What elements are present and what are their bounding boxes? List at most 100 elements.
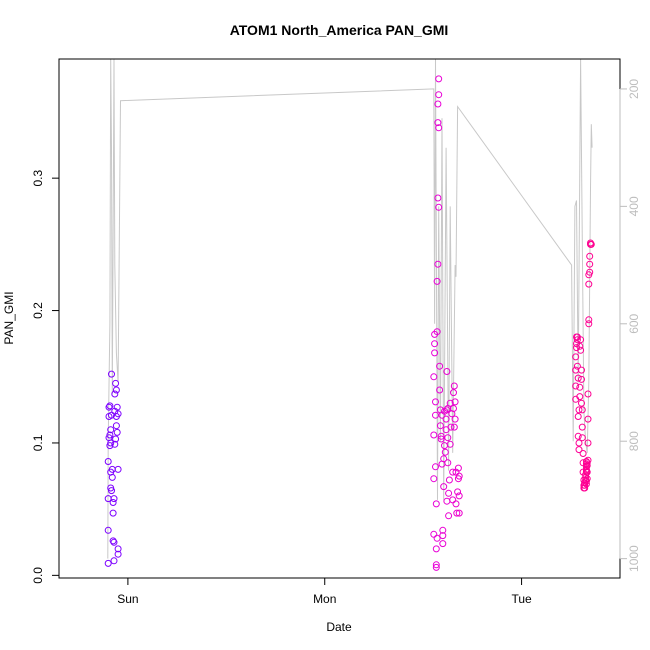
data-point [112,435,120,443]
data-point [582,460,590,468]
data-point [576,383,584,391]
data-point [445,476,453,484]
data-point [586,268,594,276]
data-point [444,434,452,442]
y-axis-label: PAN_GMI [2,291,16,344]
data-point [432,500,440,508]
data-point [434,119,442,127]
data-point [444,459,452,467]
data-point [104,458,112,465]
data-point [575,439,583,447]
data-point [450,382,458,390]
data-point [587,239,594,247]
data-point [433,328,441,336]
x-axis: Sun Mon Tue [117,577,532,606]
data-point [114,545,122,553]
data-point [573,336,581,344]
data-point [577,346,585,354]
data-point [583,475,591,483]
data-point [578,434,586,442]
y-tick-label: 0.1 [31,434,45,451]
data-point [109,499,117,506]
data-points-layer [104,75,595,571]
data-point [432,463,439,471]
data-point [106,431,114,439]
data-point [112,386,120,394]
data-point [440,483,448,491]
data-point [440,455,448,463]
data-point [111,390,119,398]
data-point [445,512,453,520]
data-point [454,488,462,496]
data-point [432,563,440,571]
data-point [581,481,589,489]
x-tick-label: Mon [313,592,336,606]
data-point [439,540,447,548]
data-point [113,403,121,411]
data-point [582,476,590,484]
x-axis-label: Date [326,620,352,634]
data-point [437,435,445,443]
data-point [109,509,117,517]
data-point [582,467,590,475]
data-point [455,509,463,517]
data-point [586,252,594,260]
data-point [432,545,440,553]
right-tick-label: 800 [627,431,641,451]
profile-line-layer [107,59,593,559]
data-point [431,349,439,357]
data-point [583,468,591,476]
data-point [437,432,445,440]
data-point [579,450,587,457]
data-point [572,382,580,390]
data-point [447,423,455,431]
data-point [435,91,443,99]
data-point [577,336,585,344]
data-point [104,526,112,534]
data-point [439,526,447,534]
data-point [455,492,463,500]
data-point [110,538,118,546]
y-tick-label: 0.2 [31,302,45,319]
data-point [443,368,451,375]
data-point [110,557,118,565]
data-point [587,240,595,248]
data-point [107,426,115,434]
data-point [430,373,438,381]
data-point [578,406,586,414]
data-point [581,484,589,492]
data-point [434,100,442,108]
data-point [576,393,584,401]
data-point [450,389,457,397]
data-point [114,550,122,558]
data-point [576,342,584,350]
data-point [431,340,439,348]
data-point [453,509,461,517]
plot-frame [58,58,621,579]
data-point [433,534,441,542]
data-point [434,194,442,202]
data-point [449,496,457,504]
data-point [112,379,120,387]
data-point [583,462,591,469]
chart-title: ATOM1 North_America PAN_GMI [230,22,449,38]
data-point [109,537,117,545]
right-axis: 200 400 600 800 1000 [619,79,641,572]
data-point [584,415,592,423]
data-point [584,439,592,447]
data-point [443,406,451,414]
data-point [584,390,592,398]
data-point [436,362,444,370]
data-point [443,497,451,505]
data-point [582,463,590,471]
data-point [582,480,590,488]
profile-line [107,59,593,559]
y-tick-label: 0.0 [31,567,45,584]
data-point [574,374,582,382]
data-point [578,399,585,407]
data-point [432,561,440,569]
data-point [446,399,454,407]
data-point [105,403,113,411]
x-tick-label: Sun [117,592,138,606]
